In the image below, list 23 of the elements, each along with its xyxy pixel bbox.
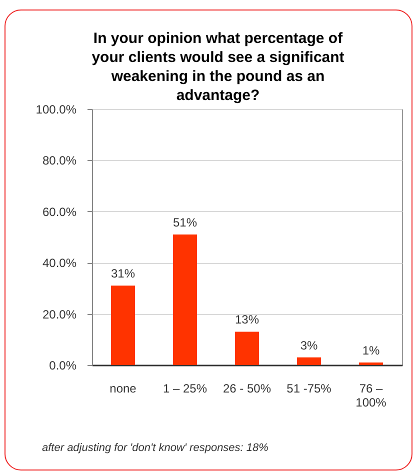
bar (173, 234, 197, 365)
bar (297, 357, 321, 365)
text: after adjusting for 'don't know' responses: 18% (42, 442, 269, 454)
y-tick-label: 100.0% (36, 102, 77, 116)
x-tick-label: 76 – 100% (356, 382, 387, 410)
y-tick-label: 0.0% (49, 358, 77, 372)
x-tick-label: 1 – 25% (162, 382, 208, 396)
x-tick-label: none (110, 382, 137, 396)
data-label: 1% (362, 343, 380, 358)
y-tick-label: 80.0% (42, 154, 77, 168)
y-tick-label: 20.0% (42, 307, 77, 322)
data-label: 3% (300, 338, 318, 352)
data-label: 31% (110, 266, 136, 281)
chart-title: In your opinion what percentage of your clients would see a significant weakening in the pound as an advantage? (92, 30, 344, 104)
data-label: 51% (172, 215, 198, 230)
y-tick-label: 60.0% (42, 204, 77, 219)
y-tick-label: 40.0% (42, 256, 77, 270)
data-label: 13% (234, 312, 260, 327)
bar (111, 286, 135, 365)
bar (235, 332, 259, 365)
x-tick-label: 51 -75% (286, 382, 332, 396)
x-tick-label: 26 - 50% (222, 382, 272, 396)
bar (359, 362, 383, 365)
